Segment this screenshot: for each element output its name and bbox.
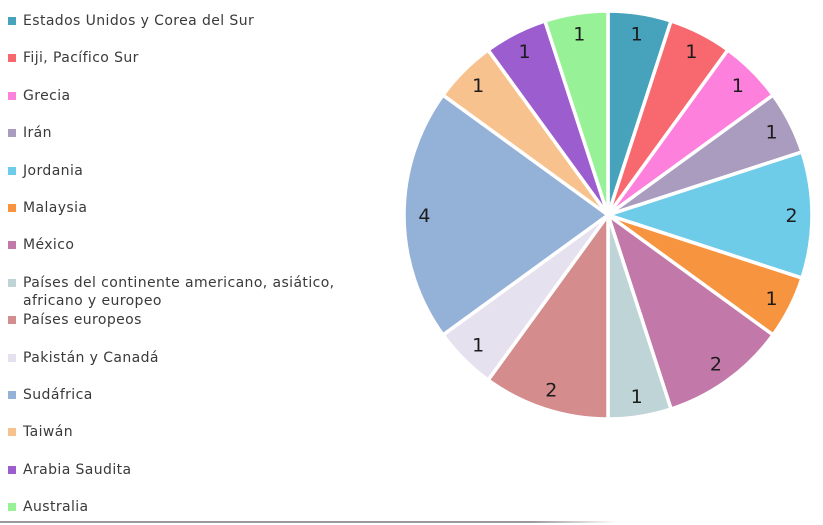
legend-swatch-icon — [8, 129, 16, 138]
legend-item[interactable]: México — [8, 236, 380, 255]
slice-value-label: 1 — [631, 24, 643, 46]
legend-item[interactable]: Países europeos — [8, 311, 380, 330]
legend-label: Jordania — [23, 162, 84, 179]
slice-value-label: 1 — [472, 75, 484, 97]
legend-swatch-icon — [8, 241, 16, 250]
bottom-divider — [0, 521, 618, 523]
legend-item[interactable]: Arabia Saudita — [8, 461, 380, 480]
legend-item[interactable]: Irán — [8, 124, 380, 143]
legend-label: Fiji, Pacífico Sur — [23, 50, 139, 67]
legend-label: Estados Unidos y Corea del Sur — [23, 13, 255, 29]
legend-label: Países del continente americano, asiátic… — [23, 274, 335, 310]
legend-item[interactable]: Estados Unidos y Corea del Sur — [8, 12, 380, 31]
pie-slice[interactable] — [486, 213, 610, 421]
legend-swatch-icon — [8, 391, 16, 399]
slice-value-label: 2 — [786, 205, 798, 227]
legend-item[interactable]: Pakistán y Canadá — [8, 349, 380, 368]
legend-swatch-icon — [8, 91, 16, 100]
legend-swatch-icon — [8, 465, 16, 474]
legend-item[interactable]: Grecia — [8, 87, 380, 106]
slice-value-label: 1 — [573, 24, 585, 46]
slice-value-label: 1 — [472, 335, 484, 357]
legend-swatch-icon — [8, 353, 16, 362]
legend-item[interactable]: Australia — [8, 498, 380, 517]
legend-swatch-icon — [8, 166, 16, 175]
pie-slice[interactable] — [606, 213, 775, 411]
legend-item[interactable]: Jordania — [8, 162, 380, 181]
legend-label: Australia — [23, 499, 89, 516]
legend-swatch-icon — [8, 204, 16, 212]
legend-label: Pakistán y Canadá — [23, 349, 159, 366]
slice-value-label: 4 — [418, 205, 430, 227]
pie-slice[interactable] — [402, 93, 610, 337]
slice-value-label: 2 — [710, 353, 722, 375]
legend-label: Países europeos — [23, 312, 142, 329]
legend-label: Irán — [23, 125, 52, 142]
legend-label: Malaysia — [23, 200, 88, 216]
legend-item[interactable]: Países del continente americano, asiátic… — [8, 274, 380, 311]
chart-legend: Estados Unidos y Corea del Sur Fiji, Pací… — [8, 0, 380, 525]
legend-label: Taiwán — [23, 424, 74, 441]
legend-label: Arabia Saudita — [23, 461, 132, 478]
slice-value-label: 1 — [685, 41, 697, 63]
slice-value-label: 1 — [732, 75, 744, 97]
slice-value-label: 2 — [545, 379, 557, 401]
slice-value-label: 1 — [631, 386, 643, 408]
legend-swatch-icon — [8, 278, 16, 287]
pie-slice[interactable] — [543, 9, 610, 217]
legend-item[interactable]: Fiji, Pacífico Sur — [8, 49, 380, 68]
legend-item[interactable]: Sudáfrica — [8, 386, 380, 405]
legend-swatch-icon — [8, 17, 16, 25]
legend-label: Grecia — [23, 87, 71, 104]
slice-value-label: 1 — [766, 121, 778, 143]
legend-swatch-icon — [8, 503, 16, 512]
legend-label: México — [23, 237, 75, 254]
legend-swatch-icon — [8, 316, 16, 325]
slice-value-label: 1 — [766, 288, 778, 310]
pie-slice[interactable] — [606, 150, 814, 280]
legend-item[interactable]: Taiwán — [8, 423, 380, 442]
legend-label: Sudáfrica — [23, 387, 93, 403]
legend-swatch-icon — [8, 428, 16, 437]
slice-value-label: 1 — [519, 41, 531, 63]
legend-item[interactable]: Malaysia — [8, 199, 380, 218]
legend-swatch-icon — [8, 54, 16, 63]
